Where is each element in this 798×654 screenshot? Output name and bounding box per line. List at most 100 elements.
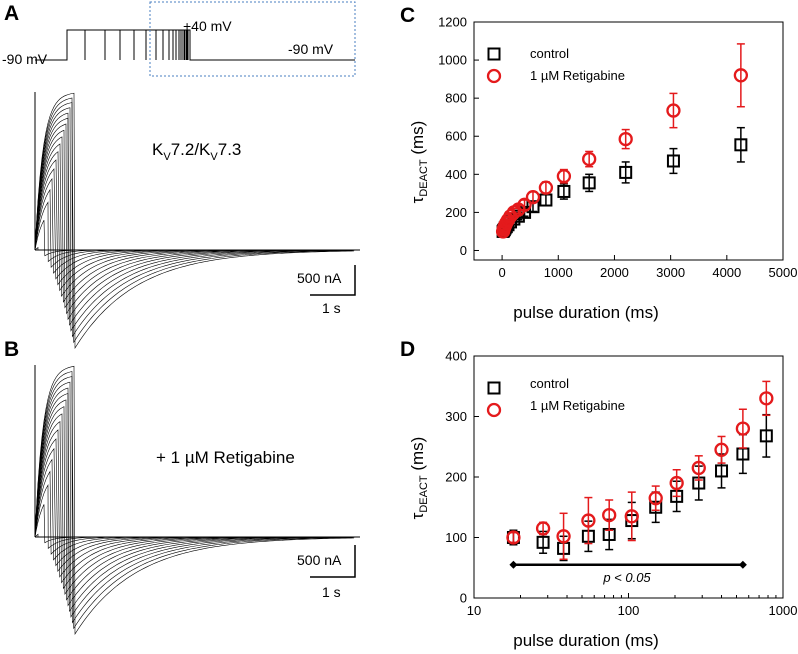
chart-d-y-tick-label: 0	[460, 591, 467, 606]
trace-b-sweep-12	[34, 393, 353, 607]
chart-d-y-tick-label: 200	[445, 470, 467, 485]
chart-c-legend-control-label: control	[530, 46, 569, 61]
chart-d-y-tick-label: 400	[445, 349, 467, 364]
chart-c-frame	[473, 21, 784, 261]
chart-c-y-tick-label: 1000	[438, 53, 467, 68]
panel-letter-a: A	[4, 2, 19, 25]
chart-c-control-point	[666, 154, 680, 168]
significance-label: p < 0.05	[602, 570, 651, 585]
chart-c-control-point	[582, 176, 596, 190]
chart-d-retigabine-point	[691, 460, 706, 476]
chart-d-frame	[473, 355, 784, 599]
trace-b-sweep-14	[34, 381, 353, 618]
voltage-protocol: -90 mV +40 mV -90 mV	[2, 1, 356, 77]
chart-d-y-label: τDEACT (ms)	[408, 437, 430, 520]
trace-b-sweep-17	[34, 365, 355, 636]
chart-c-legend-control-marker	[487, 47, 501, 61]
chart-c-y-tick-label: 0	[460, 243, 467, 258]
trace-a-sweep-17	[34, 92, 355, 350]
panel-letter-c: C	[400, 4, 415, 27]
chart-c: 0 1000 2000 3000 4000 5000 0 200 400 600 800 1000 12…	[438, 15, 797, 281]
scale-bar-a-current: 500 nA	[297, 270, 342, 286]
chart-d-retigabine-point	[669, 475, 684, 491]
chart-c-x-tick-label: 0	[498, 265, 505, 280]
trace-a-sweep-16	[34, 97, 353, 344]
chart-d: 10 100 1000 0 100 200 300 400	[445, 349, 797, 619]
chart-c-retigabine-point	[556, 169, 572, 184]
trace-a-sweep-4	[34, 177, 354, 274]
chart-d-retigabine-point	[506, 530, 521, 545]
scale-bar-a: 500 nA 1 s	[297, 265, 356, 316]
chart-c-legend-retigabine-marker	[486, 68, 502, 84]
panel-letter-d: D	[400, 338, 415, 361]
chart-c-y-tick-label: 400	[445, 167, 467, 182]
protocol-step-ticks	[84, 30, 189, 60]
trace-b-sweep-16	[34, 371, 353, 630]
chart-d-y-tick-label: 300	[445, 409, 467, 424]
scale-bar-b-time: 1 s	[322, 584, 341, 600]
holding-potential-left-label: -90 mV	[2, 51, 48, 67]
panel-letter-b: B	[4, 338, 19, 361]
chart-d-x-tick-label: 1000	[769, 603, 798, 618]
trace-a-sweep-15	[34, 102, 355, 338]
trace-b-sweep-4	[34, 458, 354, 561]
trace-a-sweep-2	[34, 201, 355, 263]
chart-d-control-point	[759, 429, 773, 443]
chart-c-control-point	[557, 184, 571, 198]
chart-c-y-tick-label: 800	[445, 91, 467, 106]
chart-d-retigabine-point	[648, 491, 663, 506]
chart-c-retigabine-point	[525, 190, 541, 205]
significance-bar-end-right	[738, 560, 747, 569]
chart-c-retigabine-point	[733, 68, 749, 83]
chart-d-legend-retigabine-label: 1 µM Retigabine	[530, 398, 625, 413]
chart-c-y-tick-label: 200	[445, 205, 467, 220]
chart-d-x-tick-label: 10	[467, 603, 481, 618]
chart-d-legend-control-label: control	[530, 376, 569, 391]
chart-d-retigabine-point	[735, 421, 751, 436]
chart-d-x-label: pulse duration (ms)	[513, 631, 659, 650]
chart-c-control-point	[619, 165, 633, 179]
cell-line-label: KV7.2/KV7.3	[152, 140, 241, 163]
chart-c-y-label: τDEACT (ms)	[408, 121, 430, 204]
trace-a-sweep-5	[34, 168, 353, 280]
chart-d-legend-retigabine-marker	[486, 402, 502, 418]
chart-d-control-point	[715, 464, 729, 478]
chart-c-x-tick-label: 4000	[712, 265, 741, 280]
chart-d-legend-control-marker	[487, 381, 501, 395]
chart-c-x-tick-label: 1000	[544, 265, 573, 280]
chart-c-retigabine-point	[618, 131, 633, 147]
current-traces-control	[34, 92, 360, 350]
chart-c-x-tick-label: 3000	[656, 265, 685, 280]
inset-box	[149, 1, 356, 77]
significance-bar-end-left	[509, 560, 518, 569]
holding-potential-right-label: -90 mV	[288, 41, 334, 57]
chart-d-retigabine-point	[581, 513, 596, 528]
scale-bar-b-current: 500 nA	[297, 552, 342, 568]
chart-d-retigabine-point	[535, 521, 551, 536]
scale-bar-b: 500 nA 1 s	[297, 545, 356, 600]
chart-c-y-tick-label: 1200	[438, 15, 467, 30]
chart-d-retigabine-point	[624, 509, 639, 524]
trace-a-sweep-6	[34, 159, 355, 286]
chart-d-control-point	[536, 535, 550, 549]
chart-c-y-tick-label: 600	[445, 129, 467, 144]
chart-d-x-tick-label: 100	[618, 603, 640, 618]
scale-bar-a-time: 1 s	[322, 300, 341, 316]
chart-c-retigabine-point	[666, 103, 681, 118]
chart-c-retigabine-point	[538, 180, 554, 195]
trace-b-sweep-11	[34, 399, 355, 601]
chart-c-x-tick-label: 5000	[769, 265, 798, 280]
chart-c-retigabine-point	[582, 151, 597, 167]
chart-d-retigabine-point	[556, 529, 571, 544]
trace-b-sweep-13	[34, 387, 355, 613]
trace-a-sweep-14	[34, 107, 353, 332]
chart-c-legend-retigabine-label: 1 µM Retigabine	[530, 68, 625, 83]
condition-label: + 1 µM Retigabine	[156, 448, 295, 467]
chart-c-retigabine-point	[517, 197, 532, 212]
chart-c-x-label: pulse duration (ms)	[513, 303, 659, 322]
chart-d-y-tick-label: 100	[445, 530, 467, 545]
chart-d-retigabine-point	[759, 391, 774, 406]
chart-c-control-point	[734, 138, 748, 152]
current-traces-retigabine	[34, 365, 360, 636]
